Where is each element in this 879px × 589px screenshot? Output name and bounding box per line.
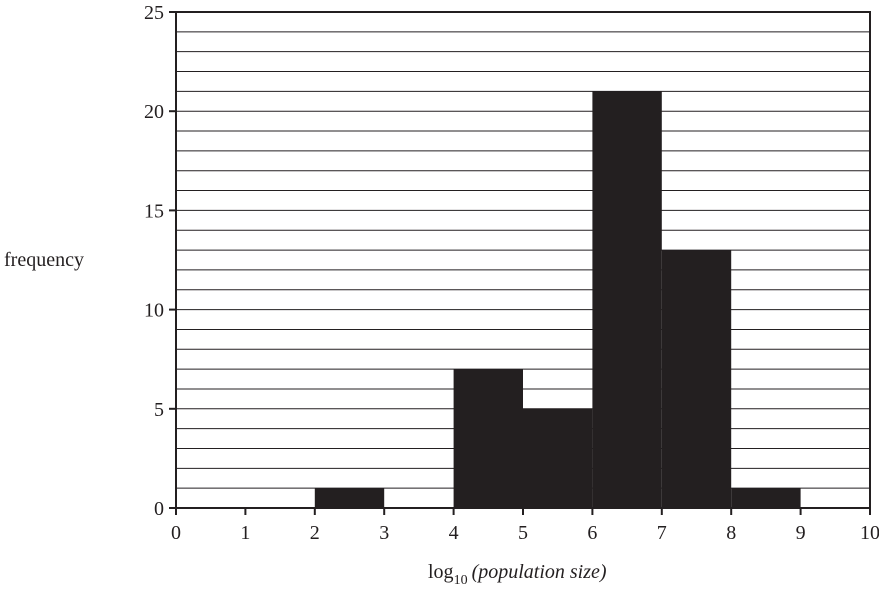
y-tick-label: 0 xyxy=(154,498,164,520)
histogram-bars xyxy=(314,91,801,509)
x-tick-label: 6 xyxy=(587,522,597,544)
x-tick-label: 9 xyxy=(796,522,806,544)
histogram-bar xyxy=(453,369,523,508)
x-axis-title: log10 (population size) xyxy=(428,561,607,588)
x-tick-label: 5 xyxy=(518,522,528,544)
histogram-bar xyxy=(731,488,801,508)
y-tick-label: 25 xyxy=(144,2,164,24)
x-tick-label: 8 xyxy=(726,522,736,544)
x-tick-label: 10 xyxy=(860,522,879,544)
x-tick-label: 0 xyxy=(171,522,181,544)
y-axis: 0 5 10 15 20 25 xyxy=(144,2,176,520)
x-axis: 0 1 2 3 4 5 6 7 8 9 10 xyxy=(171,508,879,544)
x-tick-label: 7 xyxy=(657,522,667,544)
y-tick-label: 5 xyxy=(154,399,164,421)
histogram-bar xyxy=(661,250,732,508)
histogram-bar xyxy=(314,488,385,508)
y-tick-label: 15 xyxy=(144,200,164,222)
y-tick-label: 20 xyxy=(144,101,164,123)
histogram-bar xyxy=(592,91,662,509)
x-axis-title-subscript: 10 xyxy=(454,573,468,588)
y-tick-label: 10 xyxy=(144,300,164,322)
x-tick-label: 2 xyxy=(310,522,320,544)
x-axis-title-italic: (population size) xyxy=(472,561,607,583)
x-tick-label: 4 xyxy=(449,522,459,544)
x-tick-label: 1 xyxy=(240,522,250,544)
y-axis-title: frequency xyxy=(4,249,84,271)
histogram-bar xyxy=(523,408,593,508)
x-tick-label: 3 xyxy=(379,522,389,544)
x-axis-title-log: log xyxy=(428,561,454,583)
gridlines xyxy=(176,31,870,489)
